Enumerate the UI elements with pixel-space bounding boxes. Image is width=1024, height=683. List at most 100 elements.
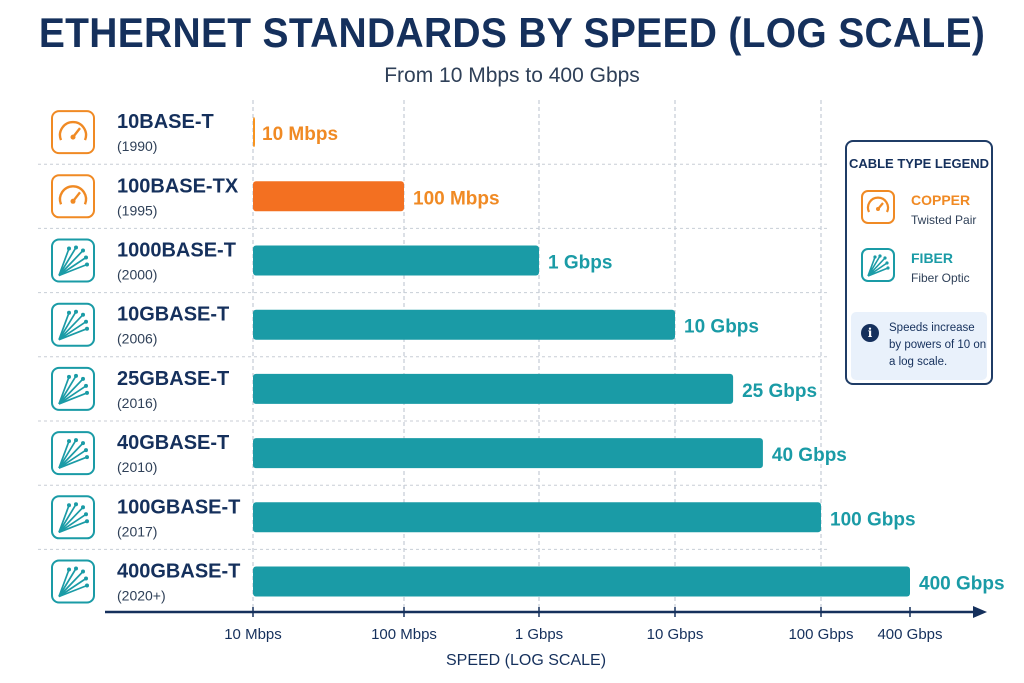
fiber-tip — [74, 373, 78, 378]
fiber-strand — [58, 392, 88, 405]
legend-note: i Speeds increase by powers of 10 on a l… — [851, 312, 987, 380]
bar — [253, 181, 404, 212]
x-axis-arrow — [973, 606, 987, 618]
legend-copper-sub: Twisted Pair — [911, 213, 977, 227]
bar — [253, 117, 255, 148]
fiber-tip — [85, 390, 89, 395]
speedometer-hub — [70, 134, 76, 140]
cable-type-legend: CABLE TYPE LEGEND COPPER Twisted Pair FI… — [845, 140, 993, 385]
category-label: 1000BASE-T — [117, 240, 236, 262]
fiber-strand — [58, 248, 70, 276]
speedometer-dial — [58, 185, 88, 205]
fiber-strand — [58, 456, 88, 469]
fiber-tip — [85, 519, 89, 524]
bar — [253, 309, 675, 340]
fiber-strand — [58, 385, 87, 405]
fiber-tip — [81, 376, 85, 381]
fiber-strand — [58, 584, 88, 598]
speedometer-icon — [51, 110, 95, 155]
x-tick-label: 100 Mbps — [371, 626, 437, 643]
fiber-tip — [67, 503, 71, 508]
bar — [253, 566, 910, 597]
fiber-tip — [85, 455, 89, 460]
fiber-tip — [84, 448, 88, 453]
fiber-strand — [58, 569, 70, 597]
fiber-strand — [58, 249, 84, 277]
speedometer-dial — [58, 120, 88, 141]
data-label: 25 Gbps — [742, 381, 817, 402]
fiber-tip — [67, 310, 71, 315]
speedometer-icon — [861, 190, 895, 224]
data-label: 1 Gbps — [548, 253, 612, 274]
speedometer-icon — [51, 174, 95, 219]
chart-title: ETHERNET STANDARDS BY SPEED (LOG SCALE) — [38, 10, 986, 57]
fiber-tip — [84, 512, 88, 517]
legend-fiber-sub: Fiber Optic — [911, 271, 970, 285]
category-label: 40GBASE-T — [117, 432, 229, 454]
fiber-tip — [84, 255, 88, 260]
fiber-tip — [67, 246, 71, 251]
fiber-strand — [58, 513, 87, 534]
fiber-strand — [58, 247, 77, 276]
bar — [253, 502, 821, 533]
fiber-tip — [84, 383, 88, 388]
bar — [253, 245, 539, 276]
legend-item-copper: COPPER Twisted Pair — [861, 190, 987, 230]
category-year: (2016) — [117, 395, 157, 411]
data-label: 400 Gbps — [919, 574, 1005, 595]
fiber-strand — [58, 449, 87, 469]
legend-fiber-label: FIBER — [911, 250, 953, 266]
fiber-tip — [81, 248, 85, 253]
bar — [253, 373, 734, 404]
data-label: 40 Gbps — [772, 445, 847, 466]
fiber-tip — [67, 439, 71, 444]
category-year: (2010) — [117, 459, 157, 475]
category-label: 100BASE-TX — [117, 175, 239, 197]
info-icon: i — [861, 324, 879, 342]
fiber-optic-icon — [861, 248, 895, 282]
category-year: (2000) — [117, 267, 157, 283]
category-label: 10BASE-T — [117, 111, 214, 133]
fiber-strand — [58, 378, 84, 405]
category-year: (2020+) — [117, 588, 166, 604]
fiber-strand — [58, 311, 77, 341]
legend-title: CABLE TYPE LEGEND — [848, 156, 990, 171]
fiber-strand — [58, 327, 88, 341]
fiber-strand — [58, 440, 70, 469]
fiber-tip — [84, 319, 88, 324]
data-label: 10 Gbps — [684, 317, 759, 338]
fiber-strand — [58, 520, 88, 534]
category-year: (1995) — [117, 202, 157, 218]
legend-note-text: Speeds increase by powers of 10 on a log… — [889, 322, 987, 368]
bar — [253, 438, 763, 469]
fiber-strand — [58, 439, 77, 469]
category-label: 400GBASE-T — [117, 561, 240, 583]
x-tick-label: 10 Gbps — [647, 626, 704, 643]
fiber-tip — [84, 576, 88, 581]
fiber-tip — [85, 583, 89, 588]
x-tick-label: 400 Gbps — [877, 626, 942, 643]
fiber-strand — [58, 503, 77, 533]
fiber-strand — [58, 375, 77, 405]
fiber-strand — [58, 442, 84, 469]
fiber-strand — [58, 505, 70, 533]
data-label: 100 Mbps — [413, 188, 500, 209]
category-label: 100GBASE-T — [117, 496, 240, 518]
fiber-strand — [58, 263, 88, 277]
data-label: 100 Gbps — [830, 509, 916, 530]
x-tick-label: 10 Mbps — [224, 626, 282, 643]
fiber-strand — [58, 577, 87, 598]
fiber-strand — [58, 312, 70, 340]
x-tick-label: 1 Gbps — [515, 626, 563, 643]
fiber-strand — [58, 570, 84, 598]
fiber-strand — [58, 376, 70, 405]
speedometer-hub — [70, 198, 76, 204]
legend-item-fiber: FIBER Fiber Optic — [861, 248, 987, 288]
category-year: (2006) — [117, 331, 157, 347]
fiber-tip — [67, 374, 71, 379]
fiber-tip — [67, 567, 71, 572]
data-label: 10 Mbps — [262, 124, 338, 145]
fiber-tip — [74, 502, 78, 507]
category-label: 25GBASE-T — [117, 368, 229, 390]
